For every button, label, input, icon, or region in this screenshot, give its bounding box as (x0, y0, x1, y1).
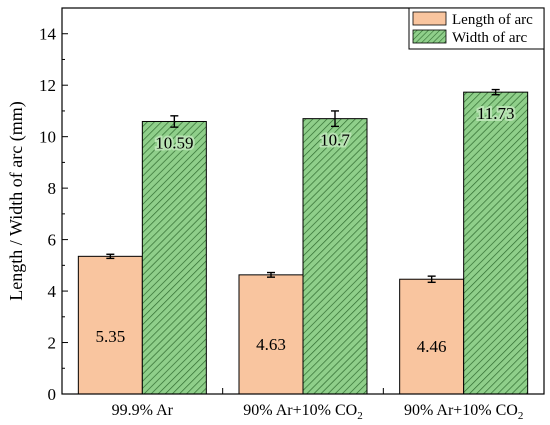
error-bar-width-2 (491, 88, 500, 96)
x-tick-label-1: 90% Ar+10% CO2 (243, 402, 362, 422)
data-label-width-1: 10.7 (320, 131, 350, 150)
bar-width-1 (302, 118, 368, 395)
data-label-width-2: 11.73 (477, 104, 515, 123)
legend-label-length: Length of arc (452, 12, 533, 28)
error-bar-width-1 (331, 110, 339, 128)
data-label-length-1: 4.63 (256, 335, 286, 354)
y-axis-title: Length / Width of arc (mm) (6, 101, 27, 300)
y-tick-label-1: 2 (48, 334, 57, 353)
bar-length-2 (399, 278, 465, 395)
y-tick-label-5: 10 (39, 128, 56, 147)
plot-frame (61, 7, 545, 395)
y-tick-label-2: 4 (48, 282, 57, 301)
y-tick-label-6: 12 (39, 76, 56, 95)
error-bar-length-2 (427, 275, 436, 284)
error-bar-width-0 (170, 115, 179, 128)
legend-label-width: Width of arc (452, 30, 528, 46)
data-label-length-2: 4.46 (417, 337, 447, 356)
x-tick-label-0: 99.9% Ar (112, 402, 174, 419)
x-tick-label-2: 90% Ar+10% CO2 (404, 402, 523, 422)
y-tick-label-3: 6 (48, 231, 57, 250)
bar-length-1 (238, 274, 304, 395)
y-tick-label-7: 14 (39, 25, 57, 44)
data-label-length-0: 5.35 (95, 327, 125, 346)
error-bar-length-0 (106, 253, 115, 260)
error-bar-length-1 (267, 271, 275, 278)
legend-swatch-length (412, 11, 447, 26)
bar-width-2 (463, 91, 529, 395)
bar-width-0 (141, 120, 207, 395)
y-tick-label-0: 0 (48, 385, 57, 404)
legend: Length of arc Width of arc (408, 7, 545, 50)
legend-swatch-width (412, 29, 447, 44)
bar-length-0 (77, 255, 143, 395)
data-label-width-0: 10.59 (155, 133, 193, 152)
y-tick-label-4: 8 (48, 179, 57, 198)
